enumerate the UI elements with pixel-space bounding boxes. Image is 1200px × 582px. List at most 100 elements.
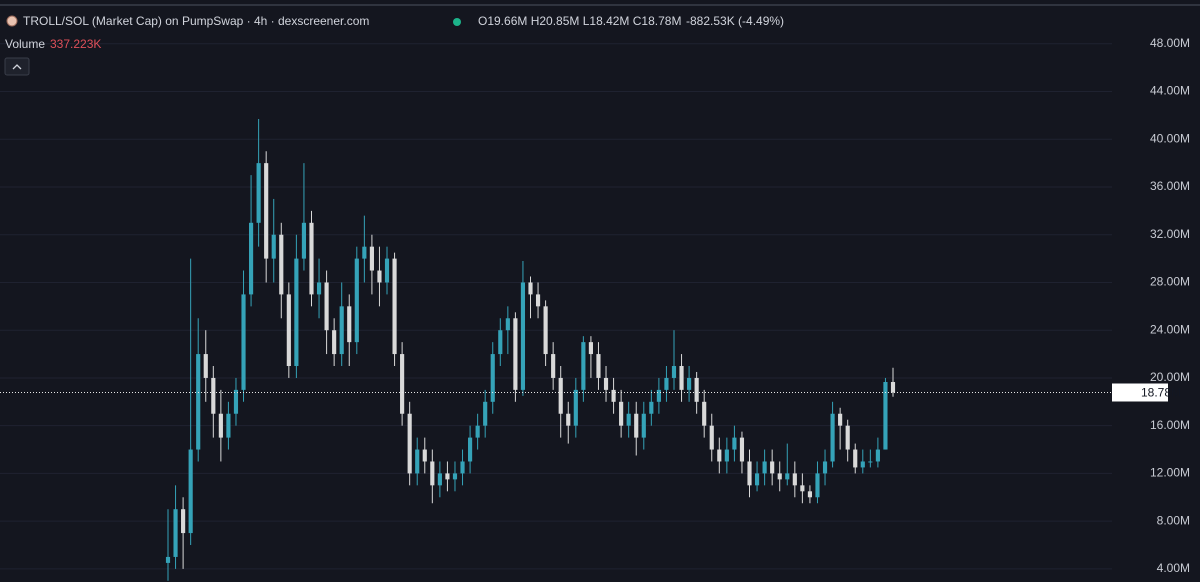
candle-body xyxy=(226,413,231,438)
candle-body xyxy=(483,401,488,426)
candle-body xyxy=(362,246,367,259)
y-tick-label: 28.00M xyxy=(1150,275,1190,289)
status-dot xyxy=(453,18,461,26)
candles: 18.78M xyxy=(0,118,1181,581)
candle-body xyxy=(211,377,216,414)
candle-body xyxy=(188,449,193,534)
candle-body xyxy=(301,222,307,259)
candle-body xyxy=(649,401,654,414)
candle-body xyxy=(241,294,246,390)
candle-body xyxy=(807,491,813,498)
y-tick-label: 20.00M xyxy=(1150,370,1190,384)
candle-body xyxy=(354,258,359,343)
candle-body xyxy=(475,425,480,438)
candle-body xyxy=(815,473,820,498)
candle-body xyxy=(332,330,337,355)
candle-body xyxy=(437,473,442,486)
candle-body xyxy=(853,449,858,468)
candle-body xyxy=(460,461,465,474)
candle-body xyxy=(535,294,541,307)
candle-body xyxy=(717,449,722,462)
y-tick-label: 24.00M xyxy=(1150,322,1190,336)
candle-body xyxy=(256,163,261,223)
candle-body xyxy=(619,401,624,426)
candle-body xyxy=(747,461,752,486)
candle-body xyxy=(838,413,843,426)
volume-value: 337.223K xyxy=(50,37,101,51)
candle-body xyxy=(868,461,873,463)
y-tick-label: 8.00M xyxy=(1157,513,1190,527)
ohlc-text: O19.66M H20.85M L18.42M C18.78M xyxy=(478,14,681,28)
y-tick-label: 40.00M xyxy=(1150,131,1190,145)
candle-body xyxy=(581,342,586,390)
chart-title: TROLL/SOL (Market Cap) on PumpSwap · 4h … xyxy=(23,14,369,28)
candle-body xyxy=(724,449,729,462)
candle-body xyxy=(520,282,526,390)
candle-body xyxy=(181,509,186,534)
y-tick-label: 44.00M xyxy=(1150,84,1190,98)
candle-body xyxy=(248,222,254,295)
candle-body xyxy=(626,413,631,426)
candle-body xyxy=(369,246,374,271)
candle-body xyxy=(709,425,714,450)
candle-body xyxy=(656,389,661,402)
candle-body xyxy=(596,354,601,378)
candle-body xyxy=(770,461,775,474)
token-icon xyxy=(6,15,18,27)
candle-body xyxy=(271,234,276,259)
candle-body xyxy=(218,413,223,438)
candle-body xyxy=(196,354,201,450)
candle-body xyxy=(452,473,458,480)
candle-body xyxy=(505,318,510,331)
candle-body xyxy=(845,425,850,450)
candle-body xyxy=(603,377,609,390)
candle-body xyxy=(347,306,352,343)
candle-body xyxy=(860,461,865,468)
candle-body xyxy=(324,282,329,331)
candle-body xyxy=(279,234,284,295)
candle-body xyxy=(792,473,797,486)
candle-body xyxy=(513,318,518,390)
candle-body xyxy=(671,366,677,378)
candle-body xyxy=(573,389,578,426)
candle-body xyxy=(588,342,593,355)
candle-body xyxy=(732,437,737,450)
candle-body xyxy=(294,258,299,367)
candle-body xyxy=(679,366,684,390)
y-tick-label: 36.00M xyxy=(1150,179,1190,193)
grid: 4.00M 8.00M 12.00M 16.00M 20.00M 24.00M 28.00M… xyxy=(0,36,1190,575)
candle-body xyxy=(694,377,699,402)
candle-body xyxy=(634,413,639,438)
candle-body xyxy=(890,381,896,393)
candle-body xyxy=(611,389,616,402)
price-label: 18.78M xyxy=(1141,386,1181,400)
candle-body xyxy=(830,413,835,462)
candle-body xyxy=(687,377,692,390)
candle-body xyxy=(777,473,782,480)
candle-body xyxy=(392,258,397,355)
y-tick-label: 12.00M xyxy=(1150,466,1190,480)
collapse-icon xyxy=(12,64,22,70)
candle-body xyxy=(641,413,646,438)
change-text: -882.53K (-4.49%) xyxy=(686,14,784,28)
volume-label: Volume xyxy=(5,37,45,51)
price-label-box xyxy=(1112,383,1168,402)
collapse-button[interactable] xyxy=(4,57,30,76)
y-tick-label: 32.00M xyxy=(1150,227,1190,241)
y-tick-label: 48.00M xyxy=(1150,36,1190,50)
candle-body xyxy=(875,449,880,462)
candle-body xyxy=(264,163,269,259)
candle-body xyxy=(430,461,435,486)
candle-body xyxy=(754,473,760,486)
candle-body xyxy=(286,294,291,367)
candle-body xyxy=(551,354,556,378)
candle-body xyxy=(233,389,239,414)
candle-body xyxy=(165,556,171,563)
candle-body xyxy=(800,485,805,492)
candle-body xyxy=(762,461,767,474)
candle-body xyxy=(664,377,669,390)
candle-body xyxy=(339,306,344,355)
y-tick-label: 16.00M xyxy=(1150,418,1190,432)
candle-body xyxy=(528,282,533,295)
